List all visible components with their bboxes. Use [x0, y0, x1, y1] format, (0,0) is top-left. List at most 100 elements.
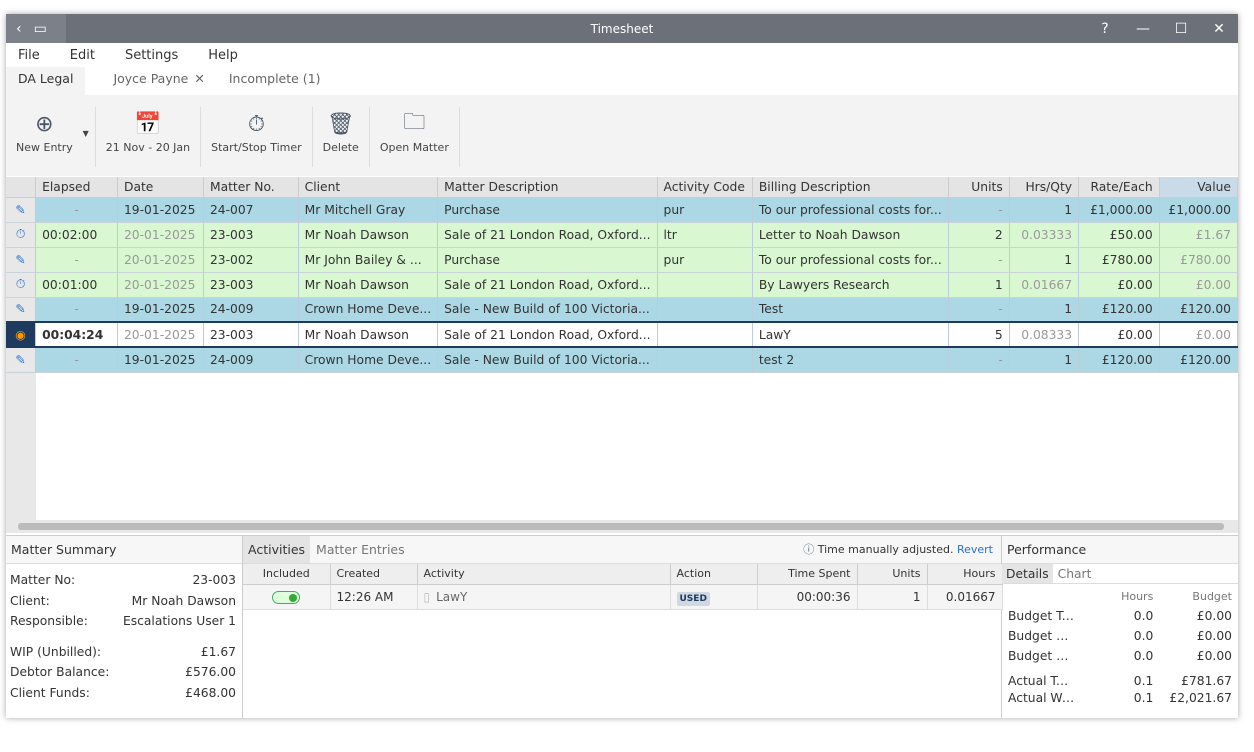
summary-label: Debtor Balance:	[10, 665, 110, 679]
close-button[interactable]: ✕	[1213, 20, 1225, 37]
tab-label: Joyce Payne	[113, 71, 189, 86]
column-header[interactable]: Matter No.	[203, 177, 299, 198]
cell: Sale - New Build of 100 Victoria...	[437, 347, 658, 373]
cell: Mr Noah Dawson	[298, 272, 439, 298]
column-header[interactable]: Units	[948, 177, 1010, 198]
column-header[interactable]: Rate/Each	[1078, 177, 1160, 198]
stopwatch-icon[interactable]: ⏱	[6, 272, 37, 298]
cell-text: 12:26 AM	[336, 589, 394, 604]
cell: 23-003	[203, 272, 299, 298]
cell: £0.00	[1159, 321, 1238, 348]
tab-1[interactable]: Joyce Payne ✕	[101, 67, 216, 95]
toolbar-label: Start/Stop Timer	[211, 141, 302, 154]
toolbar-label: Delete	[322, 141, 359, 154]
tab-chart[interactable]: Chart	[1057, 567, 1092, 581]
column-header[interactable]: Billing Description	[752, 177, 949, 198]
performance-cell: Budget Today:	[1008, 609, 1081, 623]
activity-column-header[interactable]: Created	[330, 564, 418, 585]
performance-cell: £0.00	[1196, 609, 1232, 623]
column-header[interactable]: Matter Description	[437, 177, 658, 198]
table-row[interactable]: ⏱ 00:02:00 20-01-2025 23-003 Mr Noah Dawson S…	[6, 222, 1238, 248]
performance-panel: Performance Details Chart Hours Budget Budg…	[1002, 535, 1238, 718]
cell: £780.00	[1159, 247, 1238, 273]
tab-0[interactable]: DA Legal	[6, 67, 86, 95]
column-header[interactable]: Elapsed	[35, 177, 118, 198]
matter-folder-icon[interactable]: ▭	[33, 20, 47, 37]
performance-cell: 0.0	[1133, 629, 1154, 643]
menu-bar: File Edit Settings Help	[6, 43, 1238, 67]
new-entry-button[interactable]: ⊕ New Entry ▼	[6, 107, 96, 167]
column-header[interactable]: Date	[117, 177, 204, 198]
menu-edit[interactable]: Edit	[69, 47, 95, 63]
menu-help[interactable]: Help	[208, 47, 238, 63]
revert-link[interactable]: Revert	[956, 543, 993, 556]
activity-column-header[interactable]: Included	[243, 564, 331, 585]
open-matter-button[interactable]: 🗀 Open Matter	[370, 107, 460, 167]
cell: Mr Mitchell Gray	[298, 197, 439, 223]
column-header[interactable]: Hrs/Qty	[1009, 177, 1080, 198]
tab-matter-entries[interactable]: Matter Entries	[316, 542, 405, 557]
menu-settings[interactable]: Settings	[124, 47, 179, 63]
edit-icon[interactable]: ✎	[6, 297, 37, 323]
toolbar-label: 21 Nov - 20 Jan	[105, 141, 191, 154]
activity-cell: 0.01667	[927, 584, 1003, 610]
activity-column-header[interactable]: Activity	[417, 564, 671, 585]
included-toggle[interactable]	[243, 584, 331, 610]
column-header[interactable]: Activity Code	[657, 177, 753, 198]
activity-column-header[interactable]: Time Spent	[757, 564, 858, 585]
table-row[interactable]: ⏱ 00:01:00 20-01-2025 23-003 Mr Noah Dawson S…	[6, 272, 1238, 298]
cell: Purchase	[437, 197, 658, 223]
cell: -	[35, 347, 118, 373]
activity-cell: ▯ LawY	[417, 584, 671, 610]
table-row[interactable]: ✎ -19-01-2025 24-009 Crown Home Deve... Sale…	[6, 347, 1238, 373]
column-header[interactable]: Client	[298, 177, 439, 198]
minimize-button[interactable]: —	[1136, 20, 1150, 37]
close-tab-icon[interactable]: ✕	[194, 71, 205, 86]
info-icon: ⓘ	[803, 543, 815, 556]
edit-icon[interactable]: ✎	[6, 347, 37, 373]
activity-row[interactable]: 12:26 AM ▯ LawY USED 00:00:36 1 0.01667	[243, 584, 1003, 610]
activity-column-header[interactable]: Hours	[927, 564, 1003, 585]
back-icon[interactable]: ‹	[16, 20, 22, 37]
column-header[interactable]	[6, 177, 37, 198]
performance-cell: 0.1	[1133, 691, 1154, 705]
table-row[interactable]: ✎ -19-01-2025 24-007 Mr Mitchell Gray Purcha…	[6, 197, 1238, 223]
action-badge: USED	[676, 591, 710, 606]
menu-file[interactable]: File	[18, 47, 40, 63]
activity-column-header[interactable]: Units	[857, 564, 928, 585]
performance-header: Budget	[1192, 589, 1232, 603]
cell: 19-01-2025	[117, 347, 204, 373]
table-row[interactable]: ◉ 00:04:24 20-01-2025 23-003 Mr Noah Dawson S…	[6, 321, 1238, 348]
performance-row: Actual Today: 0.1 £781.67	[1002, 666, 1238, 688]
cell: Test	[752, 297, 949, 323]
cell: 1	[1009, 297, 1080, 323]
dropdown-arrow-icon[interactable]: ▼	[82, 129, 89, 138]
record-icon[interactable]: ◉	[6, 321, 37, 348]
horizontal-scrollbar[interactable]	[6, 520, 1238, 533]
table-row[interactable]: ✎ -20-01-2025 23-002 Mr John Bailey & ... Pu…	[6, 247, 1238, 273]
edit-icon[interactable]: ✎	[6, 247, 37, 273]
column-header[interactable]: Value	[1159, 177, 1238, 198]
activity-column-header[interactable]: Action	[670, 564, 758, 585]
summary-label: WIP (Unbilled):	[10, 644, 102, 659]
edit-icon[interactable]: ✎	[6, 197, 37, 223]
21-nov-20-jan-button[interactable]: 📅 21 Nov - 20 Jan	[96, 107, 202, 167]
cell-text: LawY	[436, 589, 468, 604]
toolbar-label: New Entry	[16, 141, 73, 154]
cell: £0.00	[1159, 272, 1238, 298]
cell: 0.01667	[1009, 272, 1080, 298]
help-icon[interactable]: ?	[1101, 20, 1109, 37]
maximize-button[interactable]: ☐	[1174, 20, 1188, 37]
performance-title: Performance	[1002, 536, 1238, 564]
cell-text: 0.01667	[945, 589, 996, 604]
delete-button[interactable]: 🗑 Delete	[313, 107, 370, 167]
cell: £780.00	[1078, 247, 1160, 273]
tab-activities[interactable]: Activities	[243, 536, 311, 563]
start-stop-timer-button[interactable]: ⏱ Start/Stop Timer	[201, 107, 313, 167]
stopwatch-icon[interactable]: ⏱	[6, 222, 37, 248]
tab-2[interactable]: Incomplete (1)	[217, 67, 333, 95]
performance-row: Budget Today: 0.0 £0.00	[1002, 606, 1238, 626]
tab-details[interactable]: Details	[1002, 564, 1053, 583]
table-row[interactable]: ✎ -19-01-2025 24-009 Crown Home Deve... Sale…	[6, 297, 1238, 323]
cell: 24-007	[203, 197, 299, 223]
